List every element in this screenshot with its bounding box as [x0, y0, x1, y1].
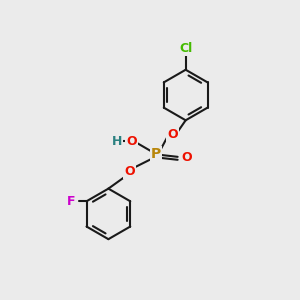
- Text: F: F: [67, 195, 75, 208]
- Text: Cl: Cl: [179, 42, 192, 55]
- Text: O: O: [181, 151, 192, 164]
- Text: H: H: [112, 135, 122, 148]
- Text: O: O: [167, 128, 178, 141]
- Text: O: O: [124, 165, 134, 178]
- Text: P: P: [151, 148, 161, 161]
- Text: O: O: [126, 135, 137, 148]
